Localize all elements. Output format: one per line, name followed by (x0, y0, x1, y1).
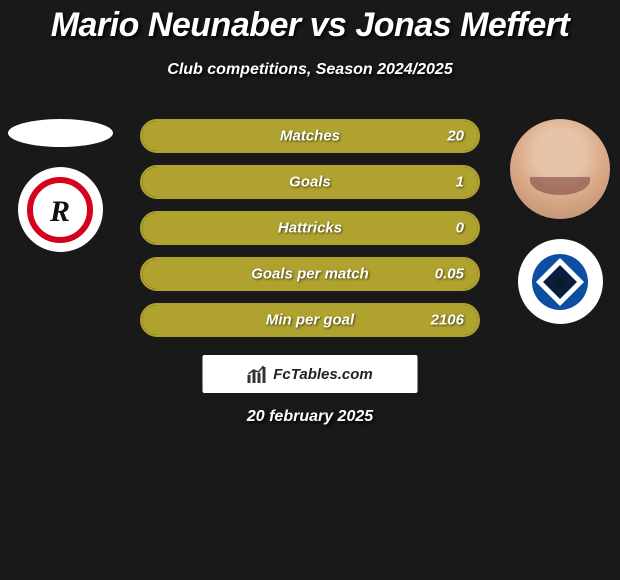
stat-label: Goals (289, 174, 331, 191)
date-text: 20 february 2025 (247, 408, 373, 426)
stat-value: 20 (447, 128, 464, 145)
subtitle: Club competitions, Season 2024/2025 (0, 61, 620, 79)
watermark-text: FcTables.com (273, 366, 372, 383)
stat-value: 0.05 (435, 266, 464, 283)
stat-row: Min per goal 2106 (140, 303, 480, 337)
stat-value: 0 (456, 220, 464, 237)
club-left-badge: R (18, 167, 103, 252)
stat-label: Min per goal (266, 312, 354, 329)
club-right-badge (518, 239, 603, 324)
stat-label: Hattricks (278, 220, 342, 237)
stat-row: Goals 1 (140, 165, 480, 199)
watermark: FcTables.com (203, 355, 418, 393)
player-left-avatar (8, 119, 113, 147)
regensburg-icon: R (25, 175, 95, 245)
stat-label: Goals per match (251, 266, 369, 283)
stat-row: Hattricks 0 (140, 211, 480, 245)
page-title: Mario Neunaber vs Jonas Meffert (0, 0, 620, 45)
stat-value: 1 (456, 174, 464, 191)
stat-row: Goals per match 0.05 (140, 257, 480, 291)
stat-value: 2106 (431, 312, 464, 329)
left-column: R (0, 119, 120, 252)
svg-text:R: R (49, 195, 70, 228)
hsv-icon (524, 246, 596, 318)
stat-label: Matches (280, 128, 340, 145)
right-column (500, 119, 620, 324)
stat-row: Matches 20 (140, 119, 480, 153)
bar-chart-icon (247, 365, 267, 383)
player-right-avatar (510, 119, 610, 219)
stats-list: Matches 20 Goals 1 Hattricks 0 Goals per match… (140, 119, 480, 337)
